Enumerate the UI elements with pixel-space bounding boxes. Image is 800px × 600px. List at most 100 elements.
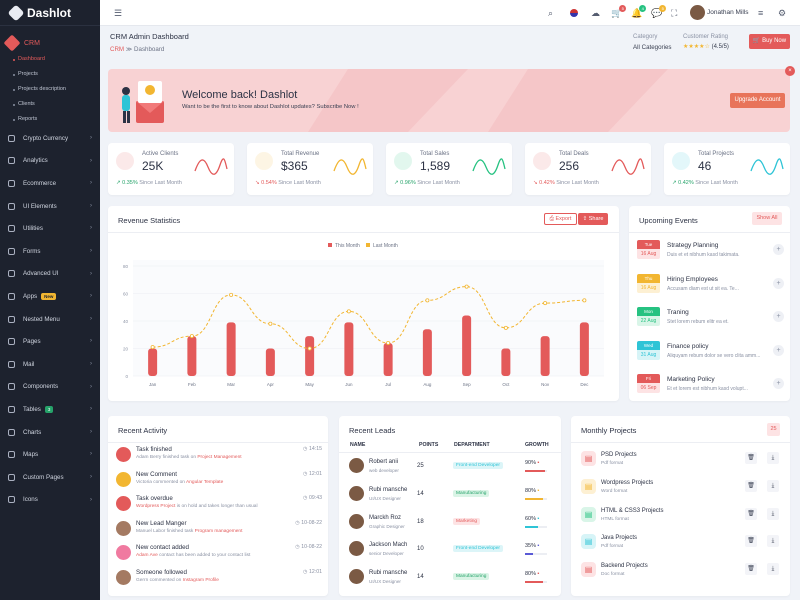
table-row[interactable]: Rubi mansche UI/UX Designer 14 Manufacturin… <box>347 482 555 509</box>
sidebar-subitem[interactable]: Clients <box>13 97 100 112</box>
bar[interactable] <box>501 348 511 377</box>
gear-icon[interactable]: ⚙ <box>778 8 787 18</box>
sidebar-item[interactable]: Charts › <box>0 421 100 444</box>
sidebar-subitem[interactable]: Projects <box>13 67 100 82</box>
show-all-button[interactable]: Show All <box>752 212 782 225</box>
sidebar-item[interactable]: Forms › <box>0 240 100 263</box>
sidebar-item[interactable]: Advanced UI › <box>0 263 100 286</box>
category-select[interactable]: All Categories <box>633 44 672 51</box>
fullscreen-icon[interactable]: ⛶ <box>671 8 678 18</box>
download-icon[interactable]: ⤓ <box>767 563 779 576</box>
bar[interactable] <box>344 322 354 376</box>
download-icon[interactable]: ⤓ <box>767 507 779 520</box>
bar[interactable] <box>305 336 315 376</box>
export-button[interactable]: ⎙ Export <box>544 213 577 225</box>
sidebar-item[interactable]: Ecommerce › <box>0 172 100 195</box>
download-icon[interactable]: ⤓ <box>767 452 779 464</box>
share-button[interactable]: ⇪ Share <box>578 213 608 225</box>
bell-icon[interactable]: 🔔 4 <box>631 5 647 19</box>
line-point[interactable] <box>150 345 155 350</box>
add-icon[interactable]: + <box>773 244 784 255</box>
sidebar-item[interactable]: Analytics › <box>0 150 100 173</box>
line-point[interactable] <box>229 292 234 297</box>
bar[interactable] <box>422 329 432 376</box>
sidebar-item[interactable]: Maps › <box>0 443 100 466</box>
projects-count-badge[interactable]: 25 <box>767 423 780 436</box>
line-point[interactable] <box>189 334 194 339</box>
add-icon[interactable]: + <box>773 378 784 389</box>
sidebar-item[interactable]: Utilities › <box>0 217 100 240</box>
table-row[interactable]: Jackson Mach senior Developer 10 Front-end … <box>347 537 555 564</box>
table-row[interactable]: Rubi mansche UI/UX Designer 14 Manufacturin… <box>347 565 555 592</box>
delete-icon[interactable]: 🗑 <box>745 563 757 576</box>
bar[interactable] <box>226 322 236 376</box>
sidebar-subitem[interactable]: Dashboard <box>13 52 100 67</box>
search-icon[interactable]: ⌕ <box>548 8 554 18</box>
line-point[interactable] <box>503 325 508 330</box>
menu-toggle-icon[interactable]: ☰ <box>114 8 123 18</box>
sidebar-item[interactable]: Crypto Currency › <box>0 127 100 150</box>
add-icon[interactable]: + <box>773 311 784 322</box>
avatar[interactable] <box>690 5 705 20</box>
bar[interactable] <box>579 322 589 376</box>
sidebar-subitem[interactable]: Projects description <box>13 82 100 97</box>
sidebar-item[interactable]: Components › <box>0 376 100 399</box>
line-point[interactable] <box>464 284 469 289</box>
sidebar-item[interactable]: Tables 3 › <box>0 398 100 421</box>
upgrade-account-button[interactable]: Upgrade Account <box>730 93 785 108</box>
download-icon[interactable]: ⤓ <box>767 535 779 548</box>
table-row[interactable]: Robert anii web developer 25 Front-end Deve… <box>347 454 555 481</box>
line-point[interactable] <box>425 298 430 303</box>
activity-link[interactable]: Instagram Profile <box>182 578 219 583</box>
add-icon[interactable]: + <box>773 277 784 289</box>
activity-link[interactable]: Program management <box>194 528 243 534</box>
download-icon[interactable]: ⤓ <box>767 479 779 492</box>
sidebar-item[interactable]: Custom Pages › <box>0 466 100 489</box>
line-point[interactable] <box>268 321 273 326</box>
cart-icon[interactable]: 🛒 5 <box>611 5 627 19</box>
sidebar-item[interactable]: UI Elements › <box>0 195 100 218</box>
sidebar-item[interactable]: Nested Menu › <box>0 308 100 331</box>
line-point[interactable] <box>386 341 391 346</box>
sidebar-item[interactable]: Mail › <box>0 353 100 376</box>
bar[interactable] <box>540 336 550 376</box>
bar[interactable] <box>383 343 393 376</box>
table-row[interactable]: Marckh Roz Graphic Designer 18 Marketing 60%… <box>347 510 555 537</box>
sidebar-subitem[interactable]: Reports <box>13 112 100 127</box>
event-item[interactable]: Wed 31 Aug Finance policy Aliquyam rebum do… <box>637 340 800 367</box>
delete-icon[interactable]: 🗑 <box>745 535 757 548</box>
activity-link[interactable]: Project Management <box>197 455 242 460</box>
buy-now-button[interactable]: 🛒 Buy Now <box>749 34 790 49</box>
breadcrumb-root[interactable]: CRM <box>110 46 125 53</box>
bar[interactable] <box>148 348 158 377</box>
sidebar-item[interactable]: Apps New › <box>0 285 100 308</box>
add-icon[interactable]: + <box>773 344 784 356</box>
sidebar-item[interactable]: Pages › <box>0 330 100 353</box>
activity-link[interactable]: Wordpress Project <box>136 504 176 510</box>
delete-icon[interactable]: 🗑 <box>745 507 757 520</box>
line-point[interactable] <box>307 346 312 351</box>
event-item[interactable]: Tue 16 Aug Strategy Planning Duis et et nib… <box>637 240 800 266</box>
event-item[interactable]: Mon 22 Aug Traning Stet lorem rebum elitr e… <box>637 307 800 333</box>
activity-link[interactable]: Adam Ave <box>136 553 158 559</box>
line-point[interactable] <box>543 301 548 306</box>
event-item[interactable]: Thu 16 Aug Hiring Employees Accusam diam es… <box>637 273 800 300</box>
list-icon[interactable]: ≡ <box>758 8 764 18</box>
delete-icon[interactable]: 🗑 <box>745 479 757 492</box>
message-icon[interactable]: 💬 5 <box>651 5 667 19</box>
user-name[interactable]: Jonathan Mills <box>707 9 749 16</box>
sidebar-item[interactable]: Icons › <box>0 489 100 512</box>
close-icon[interactable]: × <box>785 66 795 76</box>
line-point[interactable] <box>582 298 587 303</box>
theme-icon[interactable]: ☁ <box>591 8 600 18</box>
event-item[interactable]: Fri 06 Sep Marketing Policy Et et lorem est… <box>637 374 800 400</box>
bar[interactable] <box>265 348 275 377</box>
sidebar-item-crm[interactable]: CRM <box>0 34 100 52</box>
logo[interactable]: Dashlot <box>0 0 100 26</box>
line-point[interactable] <box>346 309 351 314</box>
bar[interactable] <box>187 336 197 376</box>
bar[interactable] <box>462 315 472 377</box>
flag-icon[interactable] <box>570 9 578 17</box>
delete-icon[interactable]: 🗑 <box>745 452 757 464</box>
activity-link[interactable]: Angular Template <box>186 479 224 485</box>
